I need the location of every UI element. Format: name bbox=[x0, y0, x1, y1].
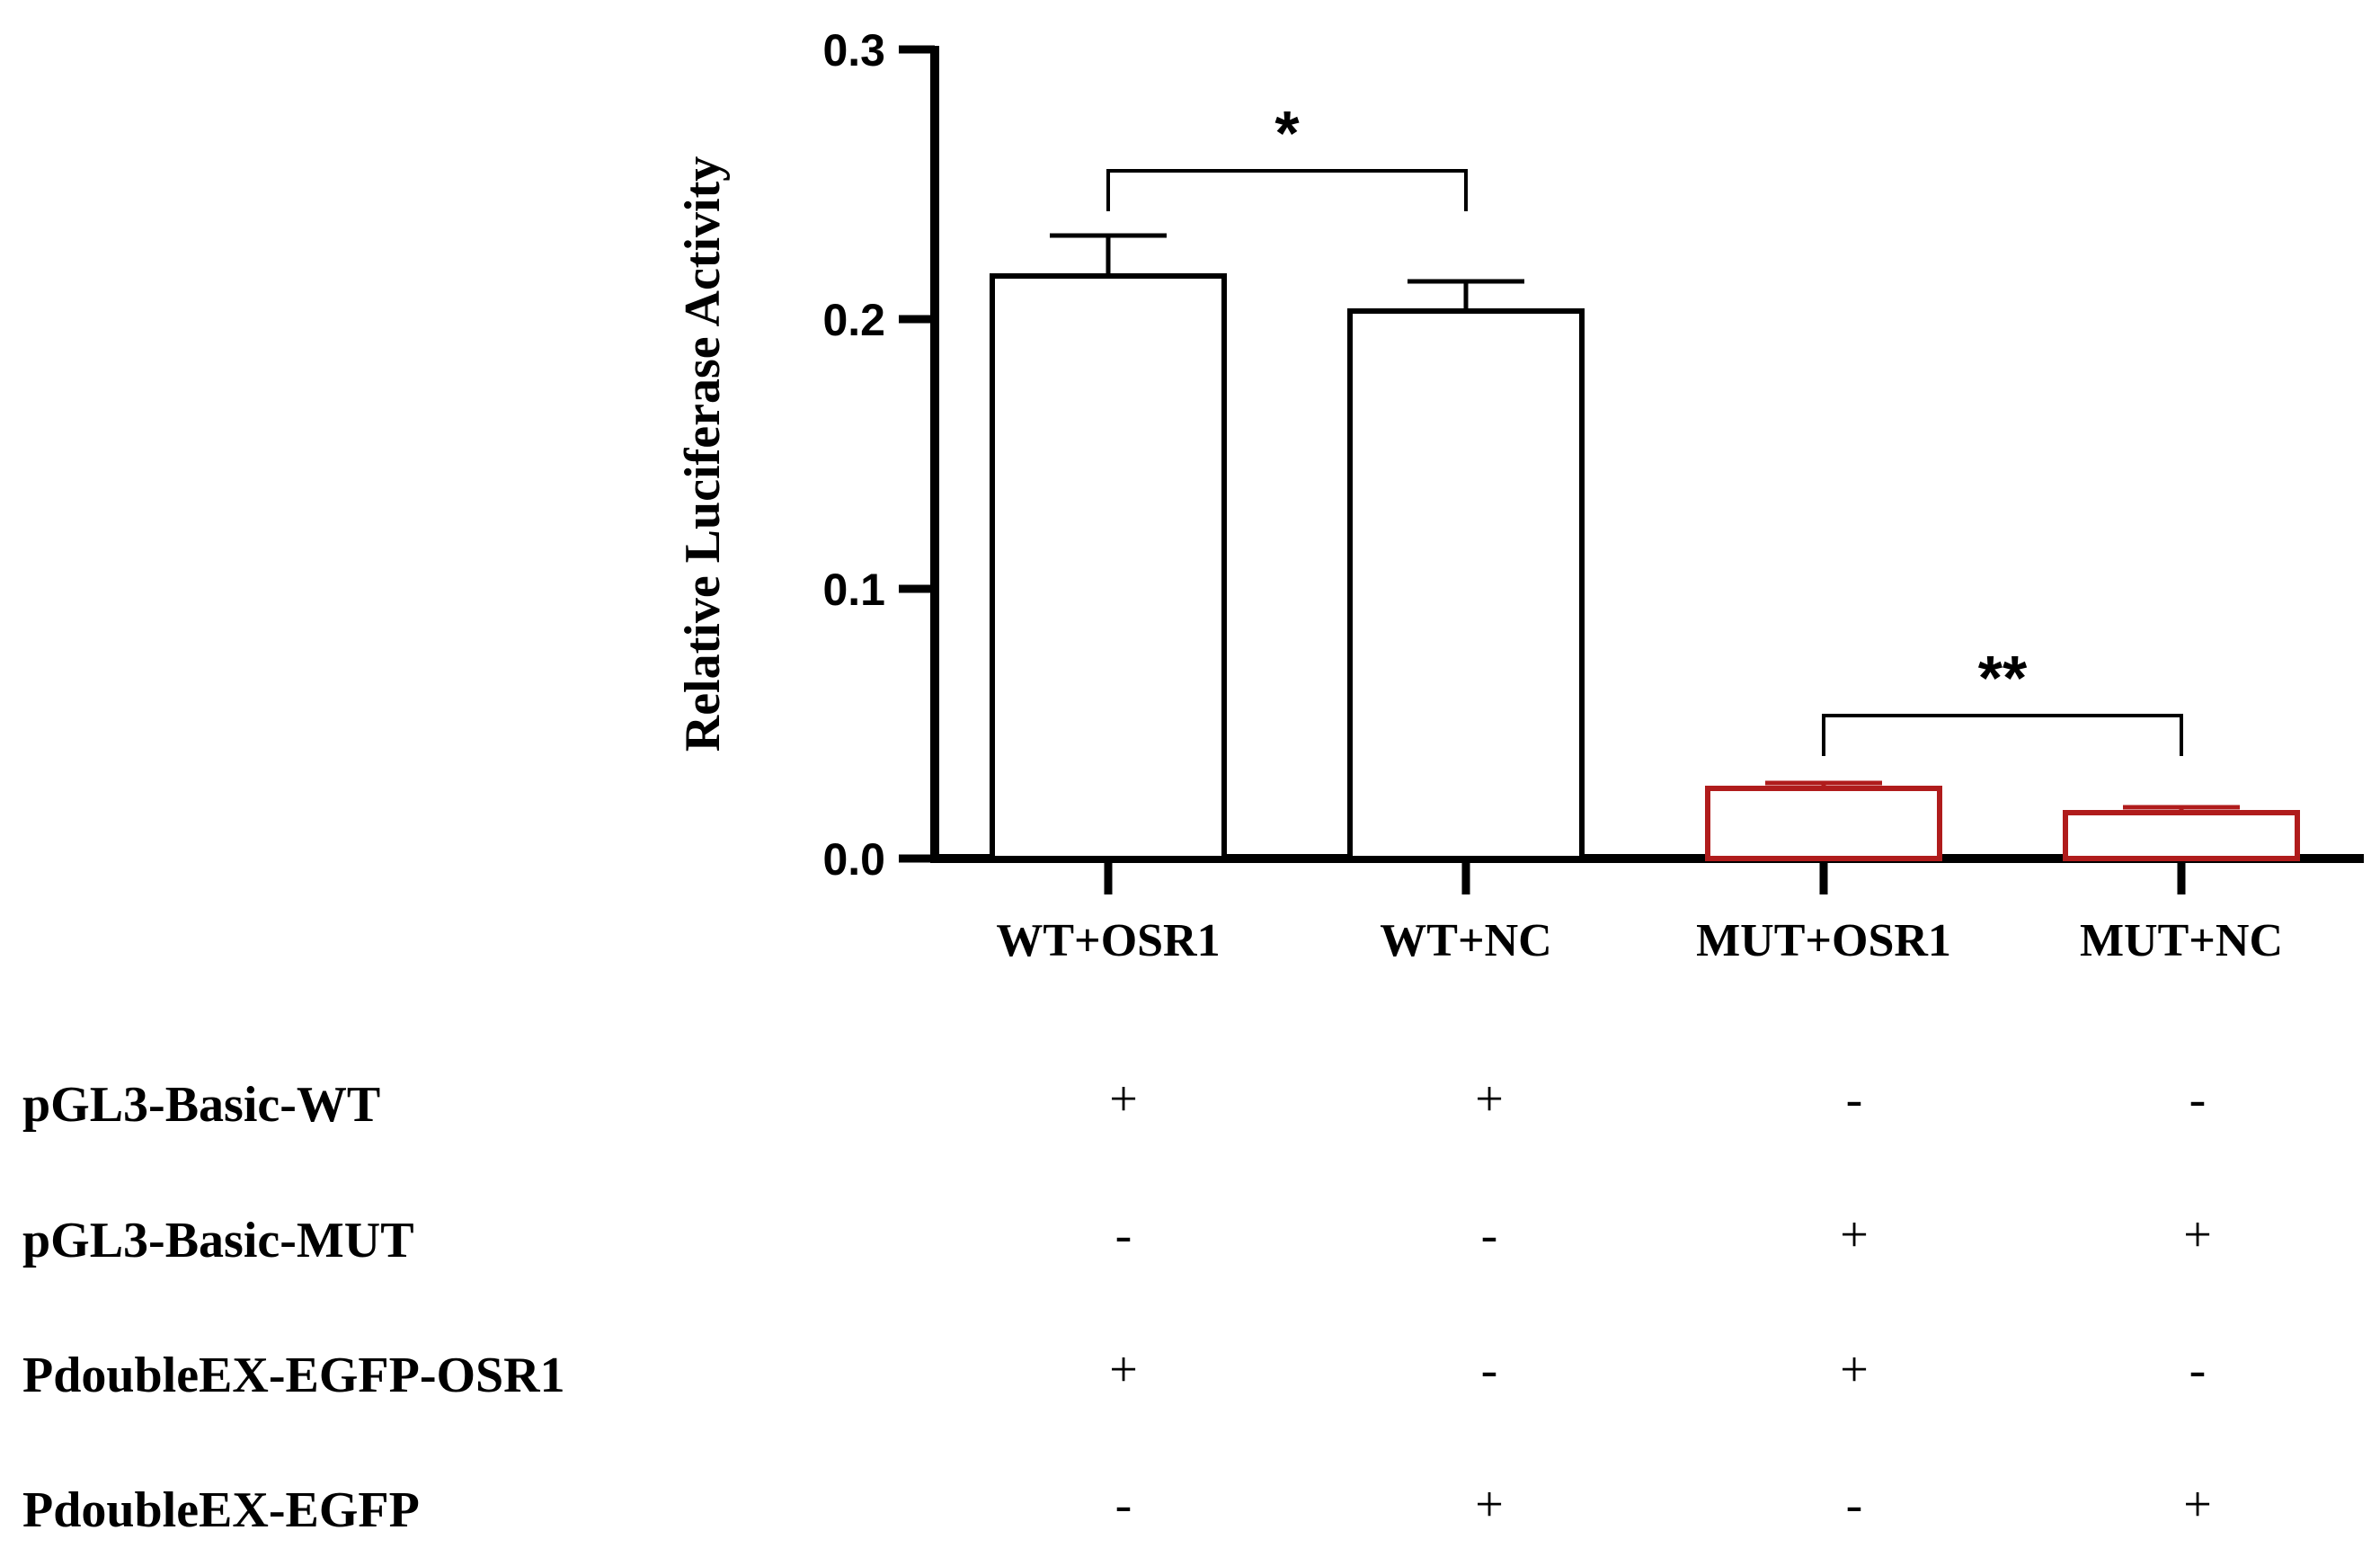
minus-mark: - bbox=[1115, 1207, 1132, 1263]
significance-label: ** bbox=[1978, 643, 2028, 713]
bar bbox=[1347, 308, 1585, 861]
condition-row-label: pGL3-Basic-MUT bbox=[22, 1213, 414, 1268]
minus-mark: - bbox=[1481, 1207, 1498, 1263]
y-tick-label: 0.1 bbox=[822, 565, 885, 615]
condition-row-label: PdoubleEX-EGFP-OSR1 bbox=[22, 1348, 565, 1403]
y-tick-label: 0.2 bbox=[822, 295, 885, 345]
y-axis-label-group: Relative Luciferase Activity bbox=[675, 156, 731, 752]
minus-mark: - bbox=[1481, 1342, 1498, 1398]
minus-mark: - bbox=[1115, 1477, 1132, 1533]
plus-mark: + bbox=[1109, 1072, 1138, 1127]
plus-mark: + bbox=[1475, 1072, 1504, 1127]
significance-label: * bbox=[1274, 98, 1300, 168]
plus-mark: + bbox=[2183, 1207, 2212, 1263]
significance-bracket bbox=[1106, 169, 1468, 211]
minus-mark: - bbox=[1846, 1072, 1863, 1127]
minus-mark: - bbox=[1846, 1477, 1863, 1533]
y-tick-label: 0.0 bbox=[822, 834, 885, 885]
plus-mark: + bbox=[1840, 1342, 1869, 1398]
significance-bracket bbox=[1822, 714, 2183, 756]
bar bbox=[990, 273, 1227, 861]
x-tick-label: WT+NC bbox=[1380, 915, 1551, 966]
condition-row-label: pGL3-Basic-WT bbox=[22, 1077, 380, 1133]
plus-mark: + bbox=[1840, 1207, 1869, 1263]
plus-mark: + bbox=[1109, 1342, 1138, 1398]
condition-table: pGL3-Basic-WT + + - - pGL3-Basic-MUT - - + + Pdoub… bbox=[22, 1072, 2212, 1538]
x-tick-label: MUT+OSR1 bbox=[1696, 915, 1951, 966]
x-tick-label: WT+OSR1 bbox=[996, 915, 1220, 966]
minus-mark: - bbox=[2189, 1072, 2207, 1127]
condition-row-label: PdoubleEX-EGFP bbox=[22, 1482, 420, 1538]
plus-mark: + bbox=[2183, 1477, 2212, 1533]
x-tick-label: MUT+NC bbox=[2080, 915, 2283, 966]
bar bbox=[2063, 810, 2300, 861]
significance-group: *** bbox=[1106, 98, 2183, 756]
plus-mark: + bbox=[1475, 1477, 1504, 1533]
y-tick-label: 0.3 bbox=[822, 25, 885, 76]
bars-group bbox=[990, 233, 2300, 861]
y-axis-label: Relative Luciferase Activity bbox=[675, 156, 731, 752]
minus-mark: - bbox=[2189, 1342, 2207, 1398]
bar bbox=[1705, 786, 1942, 861]
